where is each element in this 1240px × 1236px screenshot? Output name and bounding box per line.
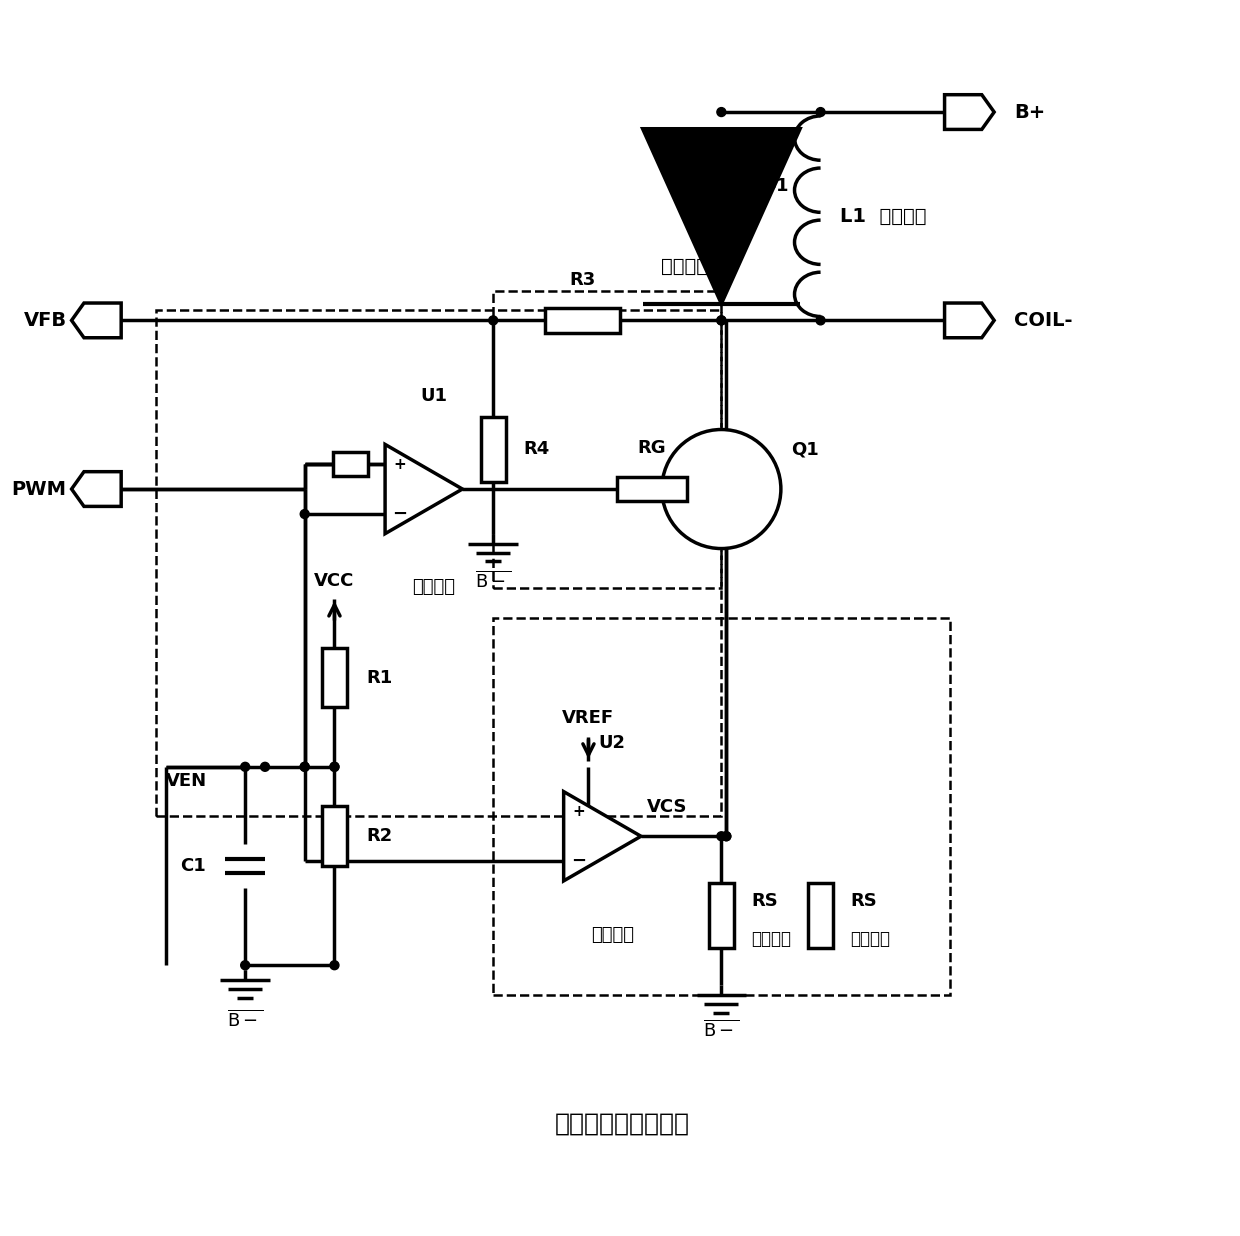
Circle shape [241, 960, 249, 970]
Circle shape [722, 832, 730, 840]
Bar [322, 648, 347, 707]
Circle shape [662, 430, 781, 549]
Polygon shape [386, 445, 463, 534]
Text: 过流控制: 过流控制 [412, 578, 455, 596]
Circle shape [241, 763, 249, 771]
Circle shape [330, 960, 339, 970]
Circle shape [330, 763, 339, 771]
Text: D1: D1 [761, 178, 789, 195]
Bar [808, 884, 833, 948]
Polygon shape [945, 303, 994, 337]
Circle shape [816, 316, 825, 325]
Text: U2: U2 [599, 734, 626, 751]
Circle shape [489, 316, 497, 325]
Polygon shape [642, 129, 800, 304]
Circle shape [717, 316, 725, 325]
Circle shape [260, 763, 269, 771]
Text: L1  感性线圈: L1 感性线圈 [841, 206, 928, 226]
Text: +: + [572, 803, 585, 818]
Bar [618, 477, 687, 502]
Text: R3: R3 [569, 271, 595, 289]
Circle shape [717, 316, 725, 325]
Text: VREF: VREF [563, 709, 615, 727]
Text: $\overline{\mathrm{B-}}$: $\overline{\mathrm{B-}}$ [703, 1020, 739, 1041]
Text: R2: R2 [366, 827, 392, 845]
Text: VCC: VCC [314, 572, 355, 591]
Text: 电压保护电路: 电压保护电路 [661, 257, 732, 276]
Text: R4: R4 [523, 440, 549, 459]
Text: 电流采样: 电流采样 [751, 931, 791, 948]
Circle shape [300, 763, 309, 771]
Polygon shape [945, 95, 994, 130]
Text: −: − [392, 506, 408, 523]
Text: C1: C1 [180, 857, 206, 875]
Text: 过流或短路保护电路: 过流或短路保护电路 [554, 1112, 689, 1136]
Text: 过流检测: 过流检测 [590, 926, 634, 943]
Text: VFB: VFB [24, 311, 67, 330]
Text: 电流采样: 电流采样 [851, 931, 890, 948]
Text: PWM: PWM [11, 480, 67, 498]
Circle shape [722, 832, 730, 840]
Polygon shape [72, 472, 122, 507]
Text: RS: RS [851, 891, 877, 910]
Circle shape [330, 763, 339, 771]
Circle shape [717, 832, 725, 840]
Bar [546, 308, 620, 332]
Text: Q1: Q1 [791, 440, 818, 459]
Text: $\overline{\mathrm{B-}}$: $\overline{\mathrm{B-}}$ [475, 570, 511, 591]
Circle shape [816, 108, 825, 116]
Text: RG: RG [637, 439, 666, 457]
Text: $\overline{\mathrm{B-}}$: $\overline{\mathrm{B-}}$ [227, 1010, 263, 1031]
Bar [322, 806, 347, 866]
Bar [334, 451, 368, 476]
Text: RS: RS [751, 891, 777, 910]
Text: VEN: VEN [166, 771, 207, 790]
Circle shape [717, 108, 725, 116]
Text: B+: B+ [1014, 103, 1045, 121]
Text: −: − [570, 853, 587, 870]
Text: COIL-: COIL- [1014, 311, 1073, 330]
Circle shape [300, 509, 309, 518]
Text: R1: R1 [366, 669, 392, 686]
Text: VCS: VCS [647, 798, 687, 817]
Bar [709, 884, 734, 948]
Text: U1: U1 [420, 387, 448, 404]
Circle shape [300, 763, 309, 771]
Polygon shape [72, 303, 122, 337]
Bar [481, 417, 506, 482]
Text: +: + [393, 456, 407, 472]
Polygon shape [564, 791, 641, 881]
